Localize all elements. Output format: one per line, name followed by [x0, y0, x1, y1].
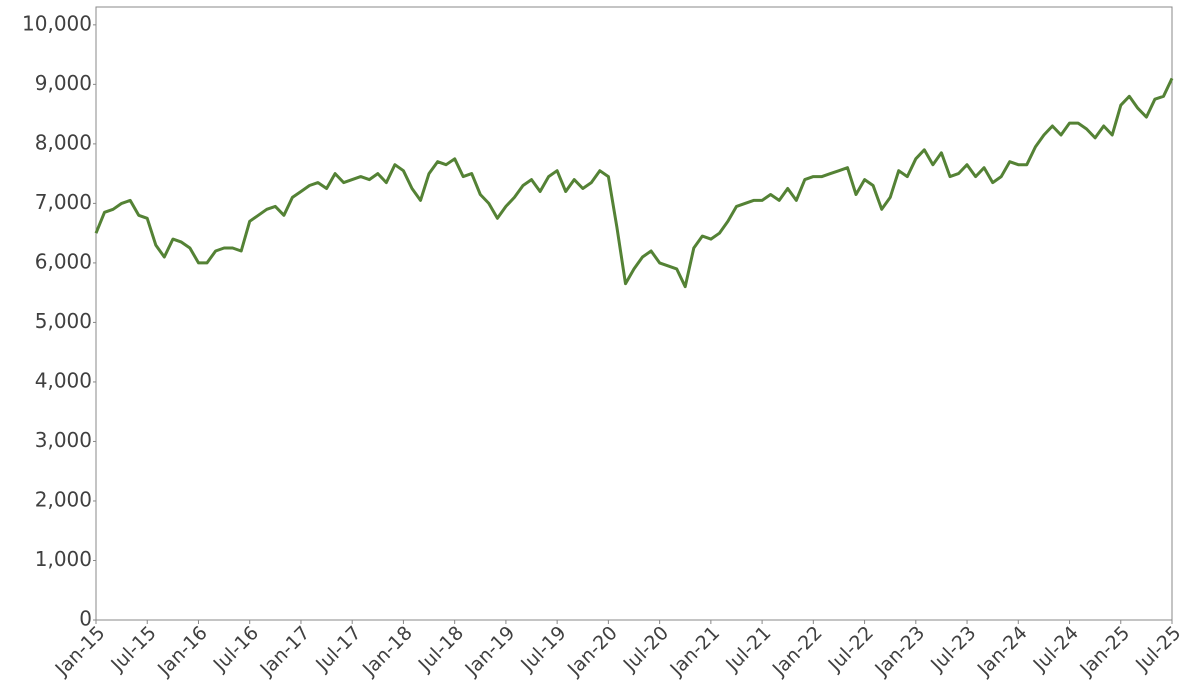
x-tick-label: Jan-19 — [460, 622, 519, 681]
y-tick-label: 5,000 — [35, 309, 92, 333]
x-tick-label: Jan-23 — [870, 622, 929, 681]
x-tick-label: Jan-21 — [665, 622, 724, 681]
x-tick-label: Jul-21 — [721, 622, 775, 676]
x-tick-label: Jul-18 — [414, 622, 468, 676]
y-tick-label: 10,000 — [22, 11, 92, 35]
y-tick-label: 3,000 — [35, 428, 92, 452]
x-tick-label: Jan-22 — [768, 622, 827, 681]
plot-frame — [95, 6, 1173, 621]
x-tick-label: Jul-15 — [106, 622, 160, 676]
x-tick-label: Jan-17 — [255, 622, 314, 681]
x-tick-label: Jan-24 — [973, 622, 1032, 681]
x-tick-label: Jul-23 — [926, 622, 980, 676]
x-tick-label: Jul-17 — [311, 622, 365, 676]
x-tick-label: Jan-18 — [358, 622, 417, 681]
x-tick-label: Jul-16 — [209, 622, 263, 676]
x-tick-label: Jan-16 — [153, 622, 212, 681]
x-tick-label: Jul-25 — [1131, 622, 1185, 676]
x-tick-label: Jul-19 — [516, 622, 570, 676]
y-tick-label: 8,000 — [35, 130, 92, 154]
x-tick-label: Jan-25 — [1075, 622, 1134, 681]
y-tick-label: 0 — [79, 607, 92, 631]
x-tick-label: Jul-24 — [1029, 622, 1083, 676]
x-tick-label: Jul-22 — [824, 622, 878, 676]
x-tick-label: Jan-15 — [51, 622, 110, 681]
y-tick-label: 4,000 — [35, 368, 92, 392]
y-tick-label: 7,000 — [35, 190, 92, 214]
x-tick-label: Jul-20 — [619, 622, 673, 676]
y-tick-label: 1,000 — [35, 547, 92, 571]
y-tick-label: 2,000 — [35, 487, 92, 511]
y-tick-label: 6,000 — [35, 249, 92, 273]
series-line — [94, 77, 1174, 289]
y-tick-label: 9,000 — [35, 71, 92, 95]
x-tick-label: Jan-20 — [563, 622, 622, 681]
